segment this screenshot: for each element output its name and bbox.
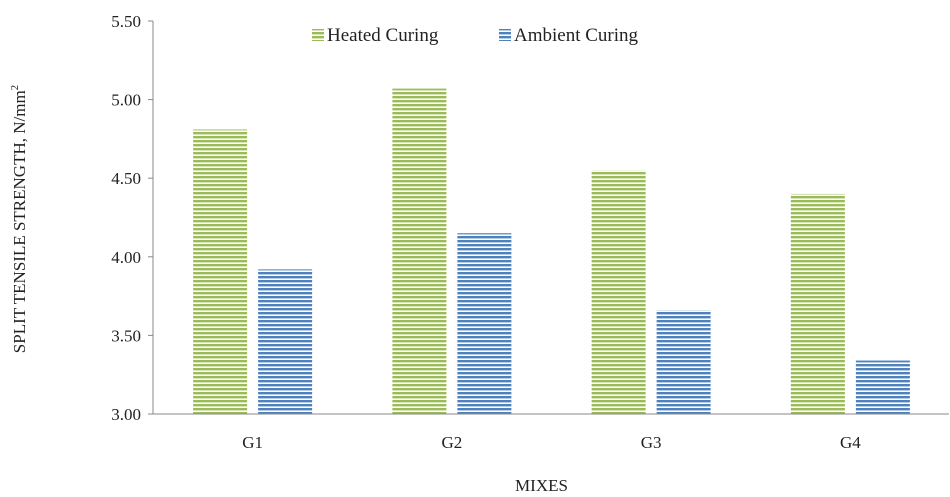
y-tick-label: 3.50 [111,326,141,345]
bars [193,88,910,414]
y-tick-label: 5.00 [111,91,141,110]
x-axis-ticks: G1 G2 G3 G4 [242,433,861,452]
y-tick-label: 5.50 [111,12,141,31]
legend-swatch-heated-curing [312,29,324,41]
bar-ambient-curing-g4 [855,360,910,414]
bar-heated-curing-g2 [392,88,447,414]
legend-swatch-ambient-curing [499,29,511,41]
y-axis-ticks: 3.00 3.50 4.00 4.50 5.00 5.50 [111,12,153,424]
bar-heated-curing-g4 [790,193,845,414]
legend-label-ambient-curing: Ambient Curing [514,25,639,46]
x-tick-label: G4 [840,433,861,452]
y-axis-title-superscript: 2 [9,85,21,91]
legend-label-heated-curing: Heated Curing [327,25,439,46]
y-axis-title: SPLIT TENSILE STRENGTH, N/mm2 [9,85,29,353]
bar-ambient-curing-g2 [457,233,512,414]
legend: Heated Curing Ambient Curing [312,25,639,46]
bar-ambient-curing-g3 [656,310,711,414]
bar-ambient-curing-g1 [258,269,313,414]
y-tick-label: 4.50 [111,169,141,188]
x-tick-label: G3 [641,433,662,452]
y-axis-title-text: SPLIT TENSILE STRENGTH, N/mm [10,90,29,353]
bar-heated-curing-g1 [193,129,248,414]
x-tick-label: G1 [242,433,263,452]
x-tick-label: G2 [441,433,462,452]
bar-heated-curing-g3 [591,170,646,414]
y-tick-label: 4.00 [111,248,141,267]
y-tick-label: 3.00 [111,405,141,424]
x-axis-title: MIXES [515,476,568,495]
